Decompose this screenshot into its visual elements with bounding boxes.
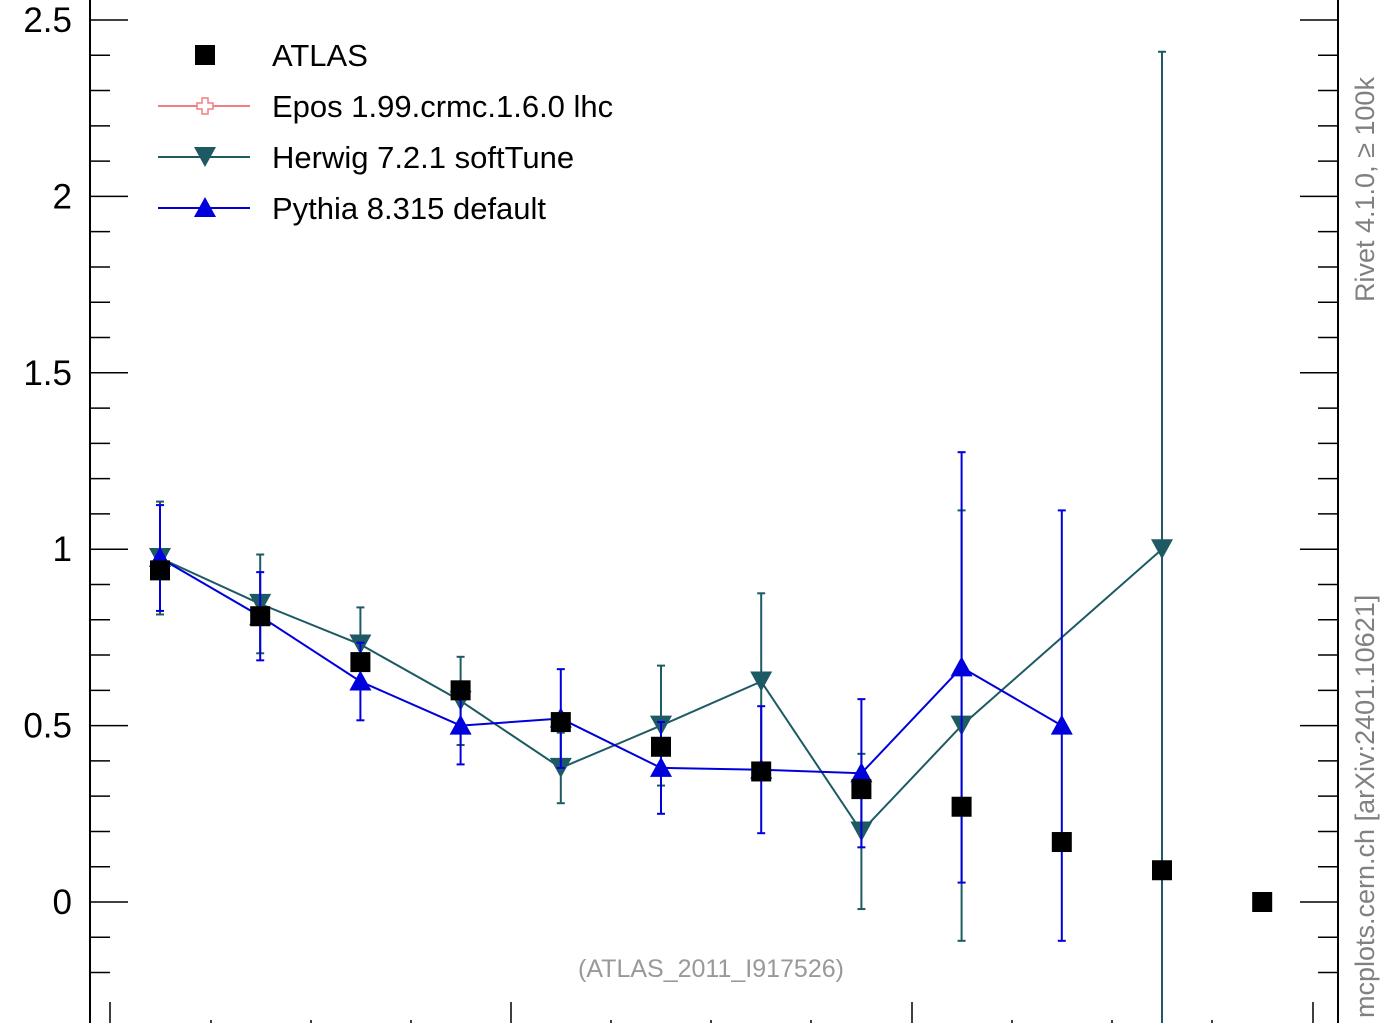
y-tick-label: 2 [53,177,72,216]
series-layer [149,50,1273,1023]
data-point-atlas [150,560,170,581]
data-point-atlas [851,779,872,800]
legend-item-pythia: Pythia 8.315 default [158,191,546,226]
legend-marker [194,147,216,167]
legend-label: ATLAS [272,38,368,73]
analysis-id-label: (ATLAS_2011_I917526) [578,955,844,983]
data-point-pythia [650,756,672,777]
data-point-atlas [1051,832,1072,853]
legend-label: Epos 1.99.crmc.1.6.0 lhc [272,89,613,124]
data-point-atlas [1152,860,1172,881]
data-point-atlas [250,606,271,627]
data-point-pythia [449,714,472,735]
mcplots-source-label: mcplots.cern.ch [arXiv:2401.10621] [1350,595,1380,1018]
plot-border [89,0,1339,1023]
legend-label: Herwig 7.2.1 softTune [272,140,574,175]
y-tick-label: 2.5 [23,1,72,40]
legend-marker [196,97,214,115]
plot-frame [89,0,1339,1023]
series-line-herwig [159,548,1163,834]
data-point-pythia [349,670,372,691]
series-atlas [150,560,1273,912]
legend-item-atlas: ATLAS [195,38,368,73]
series-pythia [149,451,1073,942]
data-point-atlas [350,652,371,673]
y-tick-label: 0.5 [23,707,72,746]
data-point-pythia [1050,714,1073,735]
series-line-pythia [159,557,1063,775]
legend: ATLAS Epos 1.99.crmc.1.6.0 lhc Herwig 7.2.… [158,38,613,226]
legend-item-herwig: Herwig 7.2.1 softTune [158,140,574,175]
y-tick-label: 0 [53,883,72,922]
data-point-atlas [751,761,772,782]
data-point-atlas [651,736,671,757]
y-tick-label: 1 [53,530,72,569]
data-point-atlas [1252,892,1273,912]
data-point-atlas [550,712,571,733]
x-axis-ticks [109,1002,1314,1023]
data-point-herwig [1151,539,1173,560]
legend-label: Pythia 8.315 default [272,191,546,226]
data-point-herwig [750,671,773,692]
data-point-atlas [450,680,471,701]
data-point-pythia [850,762,873,783]
legend-marker [195,45,215,65]
rivet-version-label: Rivet 4.1.0, ≥ 100k [1350,77,1380,302]
legend-item-epos: Epos 1.99.crmc.1.6.0 lhc [158,89,613,124]
y-axis-ticks: 0 0.5 1 1.5 2 2.5 [23,1,1338,974]
data-point-pythia [950,656,973,677]
data-point-atlas [951,796,972,817]
y-tick-label: 1.5 [23,354,72,393]
legend-marker [194,197,216,217]
